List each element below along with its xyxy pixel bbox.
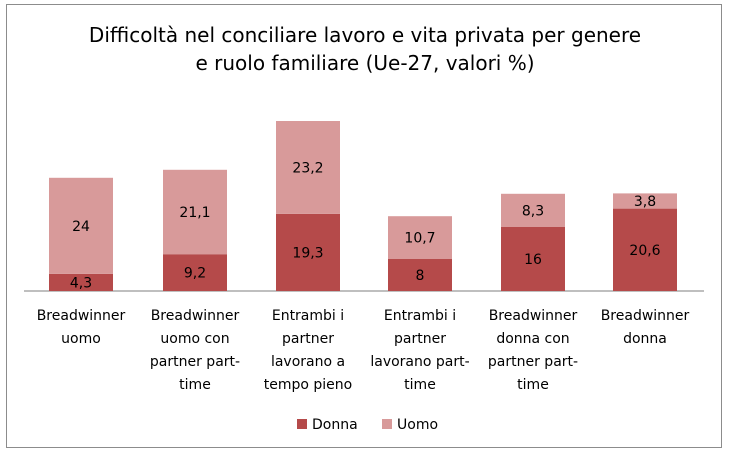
category-label-3-line-1: Entrambi i — [272, 308, 344, 324]
legend-swatch-donna — [297, 419, 307, 429]
legend-label-uomo: Uomo — [397, 417, 438, 433]
bar-uomo-4 — [388, 216, 452, 259]
bar-donna-2 — [163, 254, 227, 291]
category-label-5-line-3: partner part- — [488, 354, 578, 370]
category-label-4-line-3: lavorano part- — [370, 354, 469, 370]
chart-plot: 4,3 24 Breadwinner uomo 9,2 21,1 Breadwinner uo… — [24, 121, 704, 433]
category-label-3-line-4: tempo pieno — [264, 377, 352, 393]
category-label-4-line-4: time — [404, 377, 436, 393]
legend-swatch-uomo — [382, 419, 392, 429]
data-label-donna-6: 20,6 — [629, 243, 660, 259]
bar-uomo-1 — [49, 177, 113, 274]
chart-title-line-2: e ruolo familiare (Ue-27, valori %) — [195, 51, 535, 75]
legend-label-donna: Donna — [312, 417, 358, 433]
category-label-5-line-4: time — [517, 377, 549, 393]
category-label-1-line-1: Breadwinner — [37, 308, 126, 324]
chart-title: Difficoltà nel conciliare lavoro e vita … — [7, 21, 723, 77]
category-label-4-line-1: Entrambi i — [384, 308, 456, 324]
data-label-donna-5: 16 — [524, 252, 542, 268]
chart-title-line-1: Difficoltà nel conciliare lavoro e vita … — [88, 23, 642, 47]
category-label-2-line-2: uomo con — [160, 331, 229, 347]
category-label-4-line-2: partner — [394, 331, 446, 347]
bar-donna-5 — [501, 227, 565, 291]
data-label-uomo-1: 24 — [72, 219, 90, 235]
data-label-uomo-6: 3,8 — [634, 194, 656, 210]
bar-uomo-6 — [613, 193, 677, 209]
category-label-6-line-1: Breadwinner — [601, 308, 690, 324]
category-label-5-line-1: Breadwinner — [489, 308, 578, 324]
category-label-2-line-1: Breadwinner — [151, 308, 240, 324]
category-label-2-line-4: time — [179, 377, 211, 393]
category-label-3-line-2: partner — [282, 331, 334, 347]
data-label-donna-3: 19,3 — [292, 245, 323, 261]
category-label-5-line-2: donna con — [496, 331, 569, 347]
bar-donna-1 — [49, 273, 113, 291]
data-label-donna-4: 8 — [416, 268, 425, 284]
data-label-uomo-3: 23,2 — [292, 160, 323, 176]
bar-uomo-5 — [501, 193, 565, 227]
bar-donna-3 — [276, 213, 340, 291]
category-label-1-line-2: uomo — [61, 331, 101, 347]
bar-donna-4 — [388, 259, 452, 291]
data-label-uomo-4: 10,7 — [404, 231, 435, 247]
bar-uomo-3 — [276, 121, 340, 214]
data-label-donna-2: 9,2 — [184, 266, 206, 282]
category-label-6-line-2: donna — [623, 331, 667, 347]
data-label-uomo-5: 8,3 — [522, 203, 544, 219]
bar-uomo-2 — [163, 169, 227, 255]
data-label-donna-1: 4,3 — [70, 275, 92, 291]
bar-donna-6 — [613, 208, 677, 291]
category-label-2-line-3: partner part- — [150, 354, 240, 370]
chart-frame: Difficoltà nel conciliare lavoro e vita … — [6, 4, 722, 448]
data-label-uomo-2: 21,1 — [179, 205, 210, 221]
category-label-3-line-3: lavorano a — [271, 354, 345, 370]
